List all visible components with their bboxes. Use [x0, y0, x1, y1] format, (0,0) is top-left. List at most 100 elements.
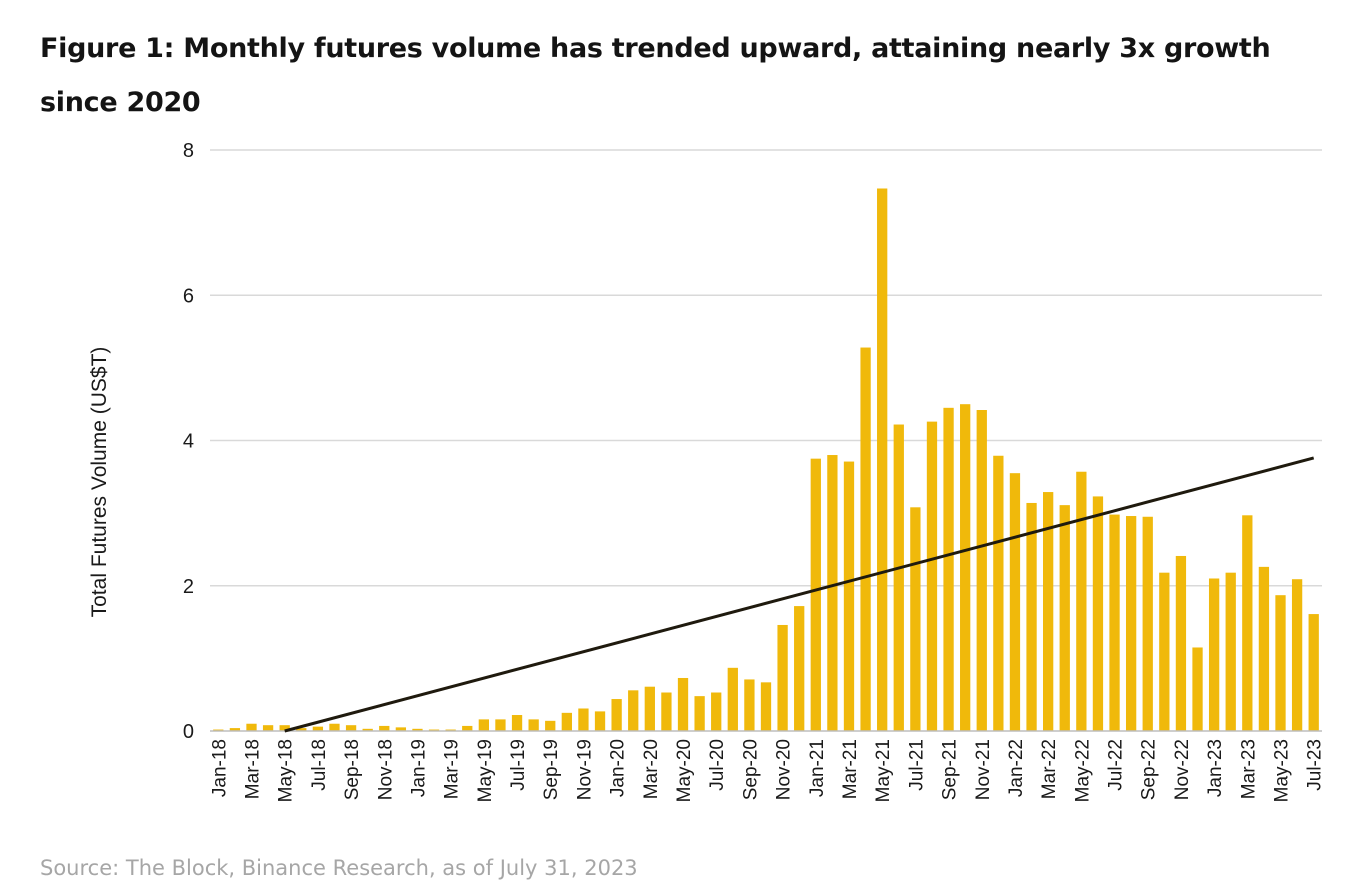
bar: [1009, 473, 1021, 731]
bar: [677, 677, 689, 731]
bar: [1059, 505, 1070, 731]
x-axis-ticks: Jan-18 Mar-18 May-18 Jul-18 Sep-18 Nov-18 Jan-…: [209, 739, 1325, 802]
bar: [910, 507, 921, 731]
bar: [578, 708, 589, 731]
bar: [229, 728, 241, 731]
bar: [1208, 578, 1220, 731]
bar: [1092, 496, 1104, 731]
bar: [926, 421, 938, 731]
x-tick-label: Sep-21: [940, 739, 961, 800]
source-note: Source: The Block, Binance Research, as …: [40, 856, 638, 880]
x-tick-label: May-18: [276, 739, 297, 802]
x-tick-label: Mar-23: [1238, 739, 1259, 799]
x-tick-label: Jul-18: [309, 739, 330, 791]
x-tick-label: May-22: [1072, 739, 1093, 802]
bar: [727, 667, 738, 731]
x-tick-label: Jan-21: [807, 739, 828, 797]
bar: [345, 725, 357, 731]
trend-line: [284, 456, 1315, 733]
x-tick-label: Mar-19: [442, 739, 463, 799]
x-tick-label: Mar-22: [1039, 739, 1060, 799]
bar: [860, 347, 871, 731]
bar: [810, 458, 821, 731]
bar: [478, 719, 489, 731]
y-tick-label: 0: [183, 721, 194, 743]
bar: [711, 692, 722, 731]
bar: [296, 728, 307, 731]
bar: [1242, 515, 1253, 731]
x-tick-label: Jan-20: [608, 739, 629, 797]
bar: [694, 696, 705, 731]
x-tick-label: Jul-22: [1106, 739, 1127, 791]
bar: [893, 424, 904, 731]
bar: [1258, 566, 1270, 731]
x-tick-label: Nov-20: [774, 739, 795, 800]
bar: [960, 404, 971, 731]
bar: [262, 725, 274, 731]
x-tick-label: May-20: [674, 739, 695, 802]
gridlines: [210, 149, 1322, 587]
y-tick-label: 6: [183, 285, 194, 307]
bar: [279, 725, 290, 731]
x-tick-label: Mar-18: [242, 739, 263, 799]
bar: [1142, 516, 1153, 731]
x-tick-label: Sep-20: [740, 739, 761, 800]
x-tick-label: Jan-18: [209, 739, 230, 797]
bar: [1125, 516, 1137, 731]
y-axis-ticks: 0 2 4 6 8: [183, 140, 194, 743]
bar: [777, 624, 788, 731]
bar: [843, 461, 855, 731]
x-tick-label: Jan-23: [1205, 739, 1226, 797]
bar: [1225, 572, 1236, 731]
bar: [794, 606, 805, 731]
bar: [1175, 555, 1187, 731]
x-tick-label: Jul-23: [1305, 739, 1326, 791]
bar: [594, 711, 606, 731]
x-tick-label: Sep-19: [541, 739, 562, 800]
x-tick-label: May-23: [1272, 739, 1293, 802]
x-tick-label: Jul-20: [707, 739, 728, 791]
bar: [1076, 471, 1087, 731]
bar: [1308, 614, 1319, 731]
x-tick-label: Nov-22: [1172, 739, 1193, 800]
x-tick-label: May-21: [873, 739, 894, 802]
x-tick-label: Sep-22: [1139, 739, 1160, 800]
bar: [561, 712, 572, 731]
y-tick-label: 2: [183, 576, 194, 598]
bar: [545, 720, 556, 731]
bar: [877, 188, 888, 732]
bar: [495, 719, 506, 731]
bar: [744, 679, 755, 731]
bar: [644, 686, 655, 731]
x-tick-label: Nov-21: [973, 739, 994, 800]
x-tick-label: Nov-18: [375, 739, 396, 800]
x-tick-label: Jan-19: [408, 739, 429, 797]
bar: [760, 682, 772, 731]
bar: [993, 455, 1004, 731]
bar: [611, 699, 622, 731]
bar: [312, 726, 324, 731]
y-axis-label: Total Futures Volume (US$T): [88, 347, 111, 618]
bar: [362, 728, 373, 731]
bar-chart: 0 2 4 6 8 Jan-18 Mar-18 May-18 Jul-18 Sep-18 Nov-…: [88, 140, 1326, 802]
x-tick-label: Sep-18: [342, 739, 363, 800]
bar: [1026, 502, 1037, 731]
bar: [1159, 572, 1170, 731]
bar: [943, 407, 954, 731]
bar: [976, 410, 987, 731]
bar-series: [213, 188, 1319, 732]
y-tick-label: 8: [183, 140, 194, 162]
y-tick-label: 4: [183, 431, 194, 453]
bar: [528, 719, 539, 731]
bar: [329, 723, 340, 731]
bar: [1275, 595, 1286, 731]
bar: [1109, 514, 1120, 731]
x-tick-label: Mar-21: [840, 739, 861, 799]
x-tick-label: Jan-22: [1006, 739, 1027, 797]
bar: [395, 727, 407, 731]
bar: [1291, 579, 1303, 731]
x-tick-label: May-19: [475, 739, 496, 802]
bar: [462, 725, 473, 731]
bar: [827, 455, 838, 731]
bar: [661, 692, 672, 731]
